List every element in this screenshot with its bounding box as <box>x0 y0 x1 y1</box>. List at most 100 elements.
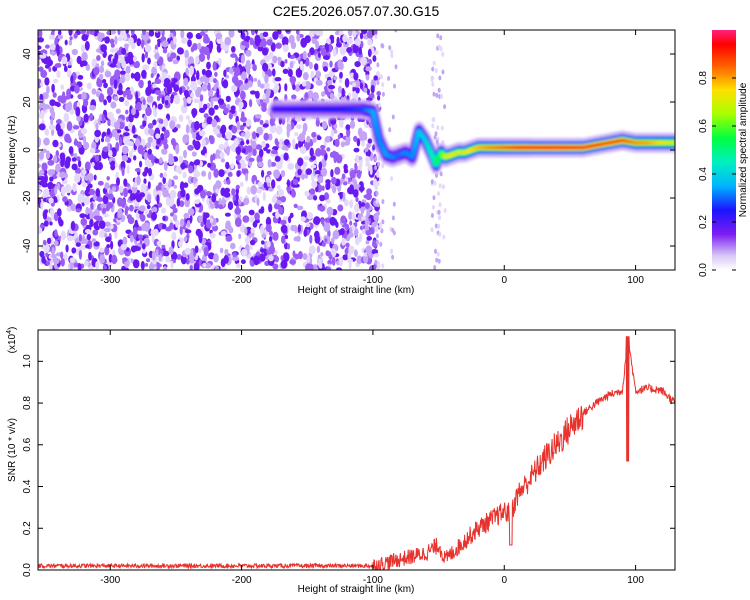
noise-blob <box>431 66 435 72</box>
noise-blob <box>104 182 110 190</box>
noise-blob <box>175 144 180 155</box>
noise-blob <box>178 114 184 122</box>
noise-blob <box>320 252 324 257</box>
noise-blob <box>132 55 138 63</box>
noise-blob <box>376 180 380 186</box>
noise-blob <box>104 136 111 143</box>
y-tick-label: 1.0 <box>22 354 33 368</box>
noise-blob <box>436 33 440 39</box>
noise-blob <box>216 88 220 98</box>
noise-blob <box>356 255 363 265</box>
noise-blob <box>48 66 52 73</box>
noise-blob <box>122 145 129 155</box>
noise-blob <box>50 118 54 126</box>
noise-blob <box>231 75 239 84</box>
y-tick-label: 0.2 <box>22 521 33 535</box>
noise-blob <box>233 200 239 206</box>
noise-blob <box>272 263 279 270</box>
noise-blob <box>155 263 162 268</box>
noise-blob <box>56 102 61 108</box>
noise-blob <box>100 60 105 67</box>
noise-blob <box>310 164 317 169</box>
noise-blob <box>120 70 126 75</box>
noise-blob <box>83 113 89 123</box>
noise-blob <box>318 161 323 171</box>
noise-blob <box>126 93 133 100</box>
noise-blob <box>376 80 380 86</box>
noise-blob <box>240 54 245 64</box>
noise-blob <box>56 70 61 78</box>
noise-blob <box>202 122 207 129</box>
noise-blob <box>60 84 64 91</box>
noise-blob <box>52 139 59 148</box>
noise-blob <box>284 139 290 146</box>
noise-blob <box>47 181 54 190</box>
noise-blob <box>57 128 64 137</box>
noise-blob <box>317 52 321 58</box>
noise-blob <box>291 138 296 149</box>
noise-blob <box>233 71 239 78</box>
colorbar-tick-label: 0.2 <box>698 215 709 229</box>
noise-blob <box>257 79 261 88</box>
noise-blob <box>263 181 267 189</box>
noise-blob <box>245 49 252 57</box>
noise-blob <box>124 56 131 63</box>
noise-blob <box>227 201 234 211</box>
noise-blob <box>331 256 336 266</box>
noise-blob <box>170 212 174 217</box>
noise-blob <box>209 200 213 206</box>
noise-blob <box>165 256 171 263</box>
noise-blob <box>123 91 126 98</box>
noise-blob <box>248 157 255 162</box>
noise-blob <box>303 229 308 237</box>
noise-blob <box>103 146 108 153</box>
noise-blob <box>239 181 244 187</box>
noise-blob <box>240 90 246 101</box>
noise-blob <box>235 146 242 155</box>
noise-blob <box>171 231 177 241</box>
noise-blob <box>355 196 359 203</box>
noise-blob <box>275 162 283 170</box>
noise-blob <box>381 263 385 269</box>
noise-blob <box>43 188 50 197</box>
noise-blob <box>183 97 187 108</box>
noise-blob <box>149 129 155 137</box>
noise-blob <box>88 251 92 261</box>
noise-blob <box>271 196 278 204</box>
noise-blob <box>52 92 57 98</box>
noise-blob <box>51 254 57 259</box>
noise-blob <box>315 79 323 86</box>
noise-blob <box>195 70 200 81</box>
noise-blob <box>286 123 292 133</box>
noise-blob <box>147 57 151 65</box>
noise-blob <box>365 66 372 72</box>
noise-blob <box>258 148 264 158</box>
spectrogram-x-label: Height of straight line (km) <box>298 285 415 296</box>
noise-blob <box>38 66 44 72</box>
noise-blob <box>295 68 303 78</box>
noise-blob <box>80 30 87 35</box>
noise-blob <box>330 169 334 178</box>
noise-blob <box>309 234 313 244</box>
noise-blob <box>179 200 185 208</box>
noise-blob <box>38 176 44 181</box>
noise-blob <box>81 169 87 175</box>
noise-blob <box>46 85 50 94</box>
noise-blob <box>160 133 165 141</box>
noise-blob <box>176 198 181 207</box>
noise-blob <box>49 51 56 56</box>
noise-blob <box>432 60 436 66</box>
noise-blob <box>201 138 206 148</box>
noise-blob <box>374 220 378 226</box>
noise-blob <box>204 153 208 158</box>
noise-blob <box>78 234 83 242</box>
noise-blob <box>44 245 51 251</box>
noise-blob <box>349 120 356 129</box>
noise-blob <box>320 47 327 57</box>
noise-blob <box>159 172 164 178</box>
noise-blob <box>155 185 162 192</box>
noise-blob <box>87 173 94 182</box>
noise-blob <box>329 92 335 100</box>
noise-blob <box>205 69 213 78</box>
